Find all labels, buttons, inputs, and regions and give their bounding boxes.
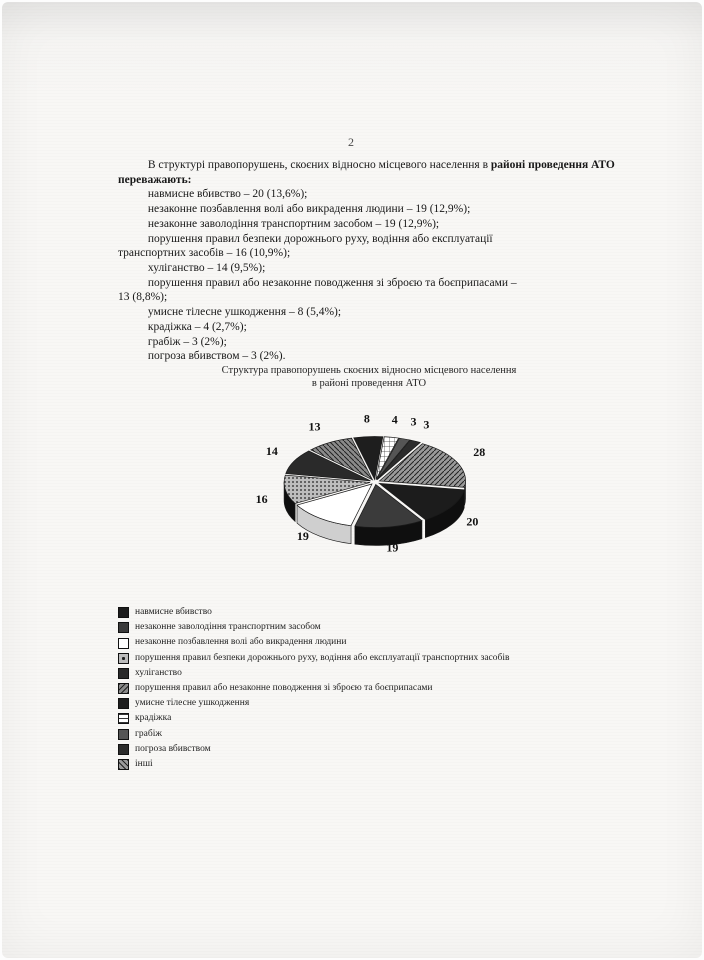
legend-swatch — [118, 668, 129, 679]
svg-text:13: 13 — [309, 420, 321, 434]
legend-row: порушення правил безпеки дорожнього руху… — [118, 651, 620, 666]
legend-row: незаконне заволодіння транспортним засоб… — [118, 620, 620, 635]
svg-text:3: 3 — [410, 415, 416, 429]
svg-text:4: 4 — [392, 413, 398, 427]
chart-title-line1: Структура правопорушень скоєних відносно… — [222, 365, 517, 376]
legend-row: хуліганство — [118, 666, 620, 681]
legend-label: хуліганство — [135, 666, 182, 681]
chart-legend: навмисне вбивствонезаконне заволодіння т… — [118, 605, 620, 772]
list-item-3: незаконне заволодіння транспортним засоб… — [118, 217, 620, 232]
legend-row: умисне тілесне ушкодження — [118, 696, 620, 711]
legend-label: незаконне заволодіння транспортним засоб… — [135, 620, 321, 635]
legend-label: незаконне позбавлення волі або викраденн… — [135, 635, 346, 650]
legend-label: умисне тілесне ушкодження — [135, 696, 249, 711]
svg-text:19: 19 — [297, 529, 309, 543]
pie-chart: 282019191614138433 — [118, 396, 620, 591]
list-item-4: порушення правил безпеки дорожнього руху… — [118, 232, 620, 261]
legend-row: грабіж — [118, 727, 620, 742]
legend-swatch — [118, 759, 129, 770]
list-item-1: навмисне вбивство – 20 (13,6%); — [118, 187, 620, 202]
legend-swatch — [118, 622, 129, 633]
legend-row: інші — [118, 757, 620, 772]
legend-label: порушення правил безпеки дорожнього руху… — [135, 651, 509, 666]
list-item-6: порушення правил або незаконне поводженн… — [118, 276, 620, 305]
list-item-10: погроза вбивством – 3 (2%). — [118, 349, 620, 364]
legend-label: погроза вбивством — [135, 742, 211, 757]
chart-title-line2: в районі проведення АТО — [312, 378, 426, 389]
legend-label: крадіжка — [135, 711, 171, 726]
svg-text:3: 3 — [423, 418, 429, 432]
legend-label: порушення правил або незаконне поводженн… — [135, 681, 433, 696]
legend-swatch — [118, 638, 129, 649]
legend-label: інші — [135, 757, 153, 772]
list-item-2: незаконне позбавлення волі або викраденн… — [118, 202, 620, 217]
legend-row: навмисне вбивство — [118, 605, 620, 620]
list-item-8: крадіжка – 4 (2,7%); — [118, 320, 620, 335]
legend-row: незаконне позбавлення волі або викраденн… — [118, 635, 620, 650]
list-item-7: умисне тілесне ушкодження – 8 (5,4%); — [118, 305, 620, 320]
legend-label: грабіж — [135, 727, 162, 742]
list-item-6a: порушення правил або незаконне поводженн… — [118, 277, 517, 289]
list-item-5: хуліганство – 14 (9,5%); — [118, 261, 620, 276]
legend-swatch — [118, 698, 129, 709]
list-item-9: грабіж – 3 (2%); — [118, 335, 620, 350]
legend-swatch — [118, 683, 129, 694]
page-content: В структурі правопорушень, скоєних відно… — [118, 158, 620, 772]
intro-prefix: В структурі правопорушень, скоєних відно… — [148, 159, 491, 171]
svg-text:14: 14 — [266, 444, 278, 458]
chart-title: Структура правопорушень скоєних відносно… — [118, 364, 620, 390]
svg-text:20: 20 — [466, 515, 478, 529]
svg-text:28: 28 — [473, 445, 485, 459]
list-item-4b: транспортних засобів – 16 (10,9%); — [118, 247, 290, 259]
list-item-6b: 13 (8,8%); — [118, 291, 167, 303]
svg-text:19: 19 — [386, 541, 398, 555]
legend-swatch — [118, 713, 129, 724]
legend-swatch — [118, 653, 129, 664]
list-item-4a: порушення правил безпеки дорожнього руху… — [118, 233, 493, 245]
legend-label: навмисне вбивство — [135, 605, 212, 620]
legend-row: погроза вбивством — [118, 742, 620, 757]
legend-swatch — [118, 729, 129, 740]
legend-swatch — [118, 744, 129, 755]
legend-swatch — [118, 607, 129, 618]
page-number: 2 — [348, 135, 356, 150]
legend-row: крадіжка — [118, 711, 620, 726]
svg-text:8: 8 — [364, 412, 370, 426]
svg-text:16: 16 — [256, 492, 268, 506]
pie-chart-svg: 282019191614138433 — [219, 396, 519, 586]
legend-row: порушення правил або незаконне поводженн… — [118, 681, 620, 696]
intro-paragraph: В структурі правопорушень, скоєних відно… — [118, 158, 620, 187]
